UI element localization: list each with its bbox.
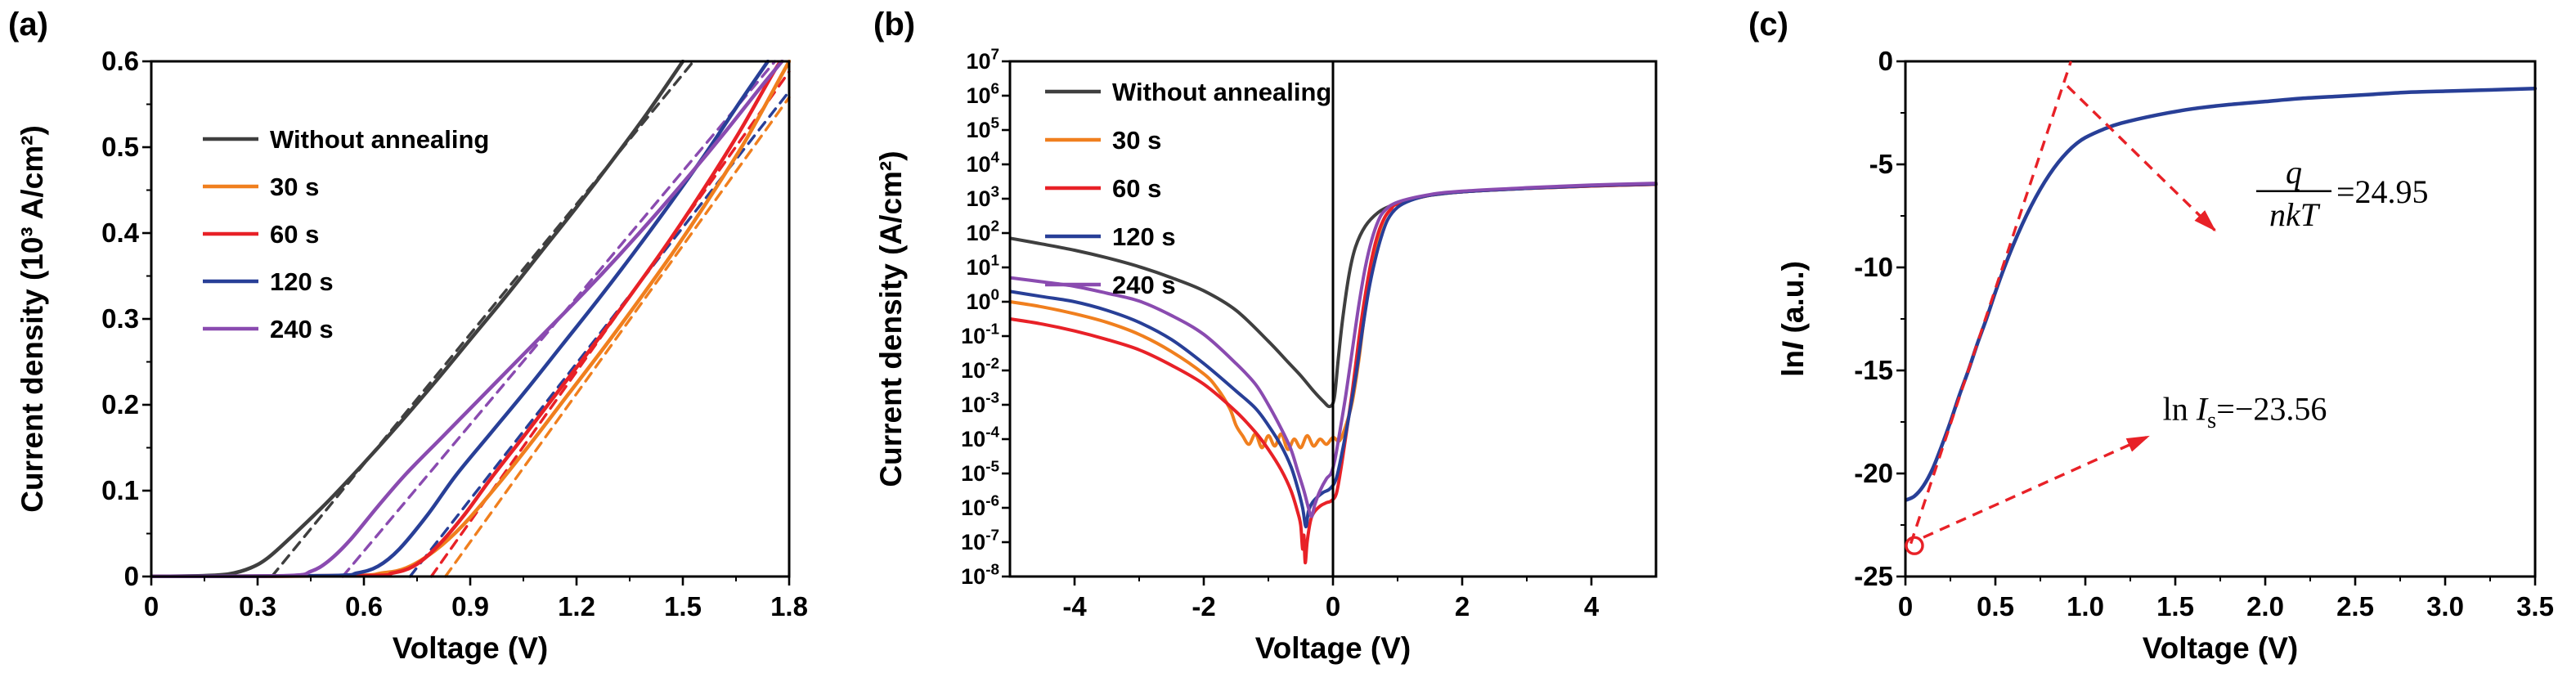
x-tick-label: 2 [1455,591,1470,621]
x-tick-label: 0 [1898,591,1913,621]
panel-b: (b) -4 -2 0 2 4 10-8 10-7 10-6 10-5 10-4 10-3 10-2 1… [859,0,1717,682]
fraction-numerator: q [2286,154,2302,191]
panel-b-chart: -4 -2 0 2 4 10-8 10-7 10-6 10-5 10-4 10-3 10-2 10-1 1… [874,47,1658,665]
x-axis-title: Voltage (V) [2143,631,2299,665]
y-tick-label: 106 [966,81,999,108]
y-tick-label: 10-6 [961,493,999,520]
y-tick-label: 10-4 [961,424,999,451]
x-axis-title: Voltage (V) [1255,631,1411,665]
x-tick-label: 0.6 [345,591,383,621]
legend-label-without-annealing: Without annealing [1112,78,1331,106]
y-tick-label: -25 [1854,561,1893,591]
legend-label-120s: 120 s [270,267,334,296]
x-tick-label: 2.5 [2336,591,2374,621]
y-tick-label: 10-1 [961,321,999,348]
annotation-arrow [2066,85,2216,232]
y-tick-label: 10-7 [961,527,999,554]
slope-value: =24.95 [2336,173,2429,210]
panel-a-chart: 0 0.3 0.6 0.9 1.2 1.5 1.8 0 0.1 0.2 0.3 0.4 0.5 0.6 Vo… [16,46,808,665]
series-30s [150,60,791,578]
y-axis-title: Current density (A/cm²) [874,150,908,487]
x-tick-label: 0.5 [1977,591,2014,621]
x-tick-label: 1.5 [2156,591,2194,621]
x-tick-label: 1.8 [770,591,808,621]
series-60s [150,60,784,578]
legend-label-30s: 30 s [270,173,319,201]
series-fit-120s [408,90,791,578]
y-tick-label: 104 [966,150,999,177]
annotation-arrow [1923,435,2150,539]
x-axis-title: Voltage (V) [393,631,549,665]
y-tick-label: 10-5 [961,459,999,486]
x-tick-label: 0.9 [451,591,489,621]
x-tick-label: 3.5 [2516,591,2554,621]
legend-label-without-annealing: Without annealing [270,125,489,154]
x-tick-label: 1.5 [664,591,702,621]
x-tick-label: 1.2 [558,591,595,621]
panel-a: (a) 0 0.3 0.6 0.9 1.2 1.5 1.8 0 0.1 0.2 0.3 0.4 0.5 0… [0,0,859,682]
panel-c: (c) 0 0.5 1.0 1.5 2.0 2.5 3.0 3.5 0 -5 -10 -15 -20 -2… [1717,0,2576,682]
series-lnI-curve [1905,87,2537,503]
fit-tangent-line [1909,61,2073,545]
y-tick-label: 10-8 [961,562,999,589]
y-tick-label: 10-2 [961,356,999,383]
y-tick-label: 100 [966,287,999,314]
legend-label-240s: 240 s [1112,271,1176,299]
x-tick-label: 0 [144,591,159,621]
y-axis-title: Current density (10³ A/cm²) [16,125,49,513]
series-120s [150,60,770,578]
y-tick-label: 103 [966,184,999,211]
x-tick-label: 0.3 [239,591,276,621]
panel-c-chart: 0 0.5 1.0 1.5 2.0 2.5 3.0 3.5 0 -5 -10 -15 -20 -25 Vol… [1776,46,2554,665]
y-tick-label: 0 [124,561,139,591]
saturation-value: ln Is=−23.56 [2163,390,2327,433]
series-120s [1009,182,1658,529]
y-tick-label: 0.2 [101,389,139,420]
x-tick-label: 4 [1584,591,1600,621]
legend-label-60s: 60 s [1112,174,1161,203]
y-tick-label: 0.4 [101,218,140,248]
y-tick-label: 105 [966,115,999,142]
y-tick-label: -5 [1869,149,1893,179]
y-tick-label: 0 [1878,46,1893,76]
series-without-annealing [150,60,685,578]
saturation-current-marker [1905,536,1924,555]
x-tick-label: 2.0 [2246,591,2284,621]
y-tick-label: -10 [1854,252,1893,282]
fraction-denominator: nkT [2269,196,2321,233]
x-tick-label: 1.0 [2067,591,2104,621]
y-tick-label: 101 [966,253,999,280]
panel-c-label: (c) [1748,7,1788,43]
y-tick-label: 0.3 [101,303,139,334]
x-tick-label: 3.0 [2426,591,2464,621]
y-tick-label: 102 [966,218,999,245]
series-240s [1009,182,1658,518]
y-tick-label: 0.1 [101,475,139,505]
legend-label-60s: 60 s [270,220,319,249]
y-tick-label: 107 [966,47,999,74]
y-axis-title: lnI (a.u.) [1776,261,1810,377]
x-tick-label: -4 [1062,591,1087,621]
panel-b-label: (b) [873,7,916,43]
y-tick-label: 0.5 [101,132,139,162]
x-tick-label: -2 [1192,591,1215,621]
legend-label-240s: 240 s [270,315,334,343]
y-tick-label: -15 [1854,355,1893,385]
series-fit-30s [443,96,791,578]
plot-frame [1904,60,2537,578]
series-240s [150,60,784,578]
panel-a-label: (a) [8,7,48,43]
x-tick-label: 0 [1326,591,1340,621]
y-tick-label: 10-3 [961,390,999,417]
y-tick-label: -20 [1854,458,1893,488]
legend-label-30s: 30 s [1112,126,1161,155]
y-tick-label: 0.6 [101,46,139,76]
legend-label-120s: 120 s [1112,222,1176,251]
